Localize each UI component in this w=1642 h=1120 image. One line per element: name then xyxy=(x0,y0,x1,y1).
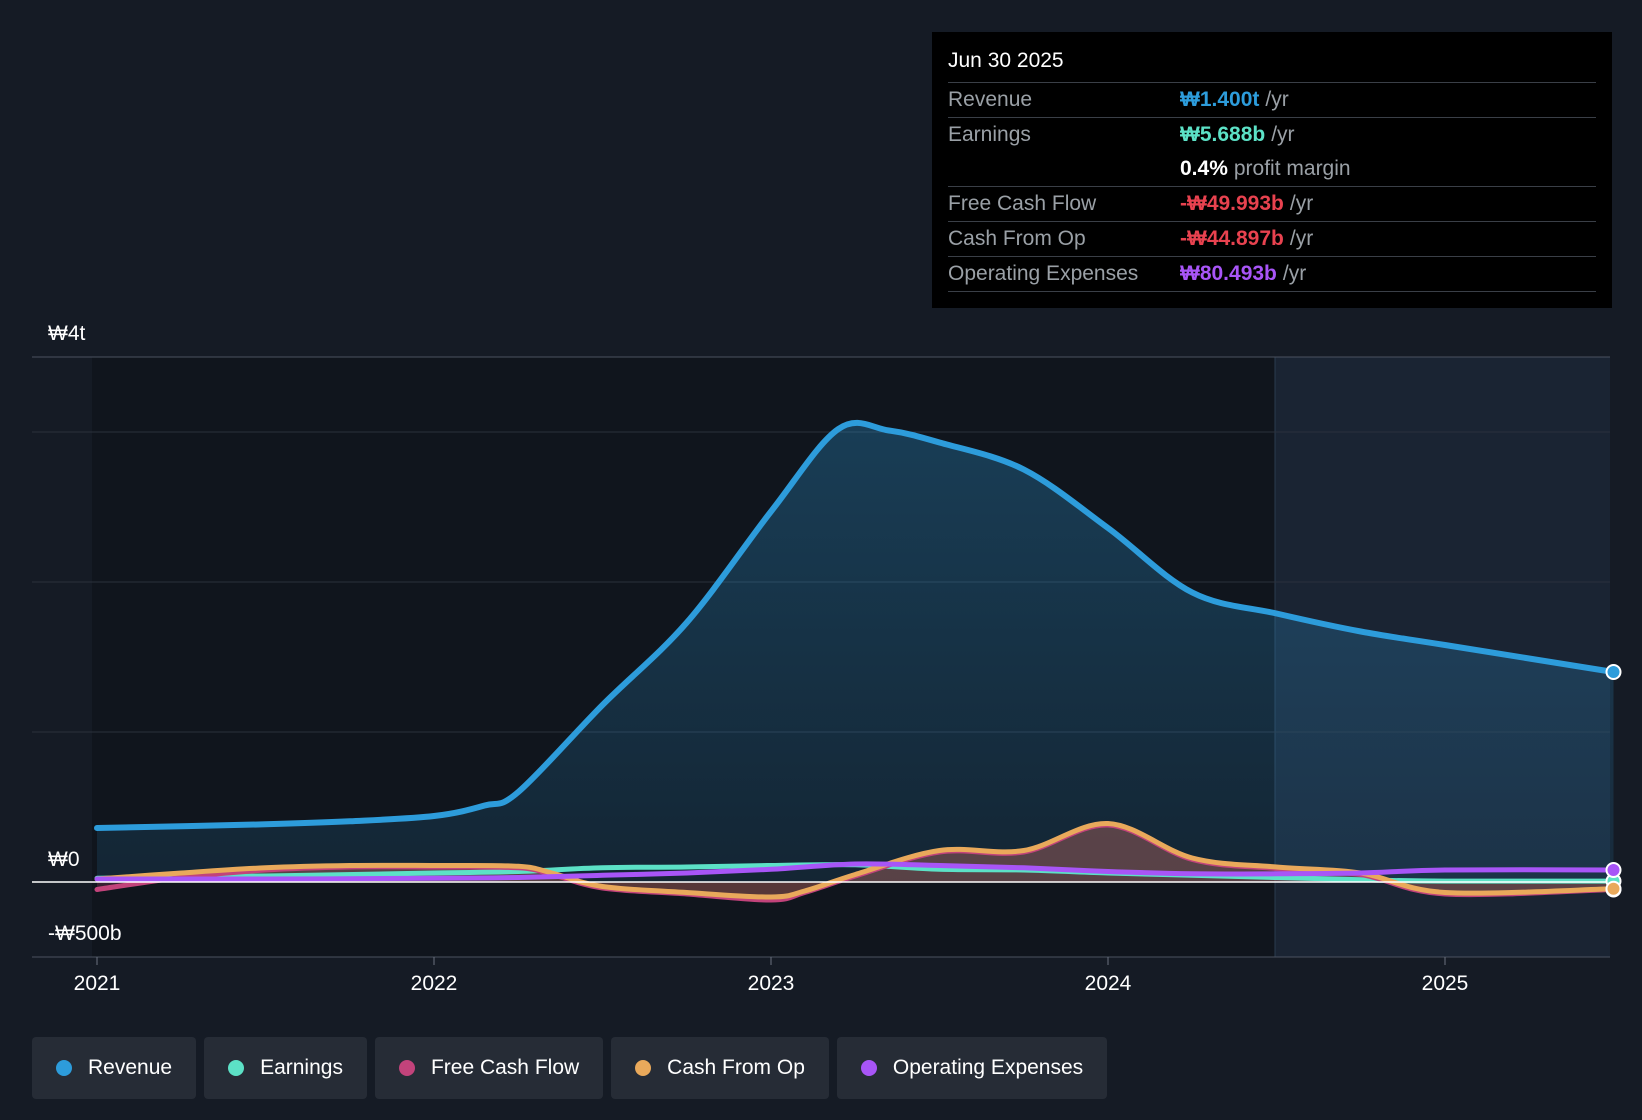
x-tick-label: 2023 xyxy=(748,972,795,995)
tooltip-label: Free Cash Flow xyxy=(948,192,1097,215)
legend-label: Revenue xyxy=(88,1056,173,1079)
tooltip-row-free-cash-flow: Free Cash Flow -₩49.993b /yr xyxy=(948,186,1596,221)
tooltip-row-earnings: Earnings ₩5.688b /yr xyxy=(948,117,1596,152)
legend-dot-icon xyxy=(635,1060,652,1076)
tooltip-value: 0.4% xyxy=(1180,157,1228,180)
legend: Revenue Earnings Free Cash Flow Cash Fro… xyxy=(32,1037,1108,1099)
tooltip-unit: /yr xyxy=(1289,192,1314,215)
tooltip-panel: Jun 30 2025 Revenue ₩1.400t /yr Earnings… xyxy=(932,32,1612,308)
legend-label: Cash From Op xyxy=(667,1056,805,1079)
legend-item-operating-expenses[interactable]: Operating Expenses xyxy=(836,1037,1108,1099)
legend-item-earnings[interactable]: Earnings xyxy=(204,1037,367,1099)
tooltip-value: ₩80.493b xyxy=(1180,262,1277,285)
legend-label: Free Cash Flow xyxy=(430,1056,580,1079)
series-line-cash-from-op xyxy=(94,820,1616,900)
x-tick-label: 2024 xyxy=(1085,972,1132,995)
x-tick-label: 2025 xyxy=(1422,972,1469,995)
legend-label: Earnings xyxy=(260,1056,343,1079)
y-tick-zero: ₩0 xyxy=(48,848,80,871)
tooltip-unit: /yr xyxy=(1265,88,1289,111)
series-fill-revenue xyxy=(97,422,1614,882)
tooltip-value: -₩49.993b xyxy=(1180,192,1284,215)
legend-dot-icon xyxy=(860,1060,877,1076)
y-tick-bottom: -₩500b xyxy=(48,922,122,945)
x-tick-label: 2021 xyxy=(74,972,121,995)
tooltip-label: Revenue xyxy=(948,88,1033,111)
legend-dot-icon xyxy=(228,1060,245,1076)
y-tick-top: ₩4t xyxy=(48,322,86,345)
tooltip-unit: /yr xyxy=(1271,123,1295,146)
series-end-point-operating-expenses xyxy=(1605,862,1622,878)
legend-item-free-cash-flow[interactable]: Free Cash Flow xyxy=(374,1037,604,1099)
series-end-point-cash-from-op xyxy=(1605,880,1622,897)
tooltip-row-cash-from-op: Cash From Op -₩44.897b /yr xyxy=(948,221,1596,256)
series-end-point-revenue xyxy=(1605,664,1622,680)
tooltip-unit: profit margin xyxy=(1233,157,1351,180)
tooltip-label: Cash From Op xyxy=(948,227,1086,250)
legend-item-revenue[interactable]: Revenue xyxy=(32,1037,197,1099)
x-tick-label: 2022 xyxy=(411,972,458,995)
tooltip-value: ₩1.400t xyxy=(1180,88,1260,111)
legend-item-cash-from-op[interactable]: Cash From Op xyxy=(611,1037,829,1099)
legend-label: Operating Expenses xyxy=(892,1056,1084,1079)
tooltip-row-revenue: Revenue ₩1.400t /yr xyxy=(948,82,1596,117)
tooltip-value: ₩5.688b xyxy=(1180,123,1266,146)
tooltip-unit: /yr xyxy=(1289,227,1314,250)
legend-dot-icon xyxy=(398,1060,415,1076)
tooltip-unit: /yr xyxy=(1282,262,1307,285)
tooltip-row-operating-expenses: Operating Expenses ₩80.493b /yr xyxy=(948,256,1596,292)
tooltip-label: Earnings xyxy=(948,123,1031,146)
series-line-revenue xyxy=(94,419,1617,831)
tooltip-date: Jun 30 2025 xyxy=(948,49,1064,72)
series-line-operating-expenses xyxy=(94,861,1616,882)
tooltip-label: Operating Expenses xyxy=(948,262,1139,285)
tooltip-value: -₩44.897b xyxy=(1180,227,1284,250)
legend-dot-icon xyxy=(56,1060,72,1076)
tooltip-row-profit-margin: 0.4% profit margin xyxy=(948,152,1596,186)
